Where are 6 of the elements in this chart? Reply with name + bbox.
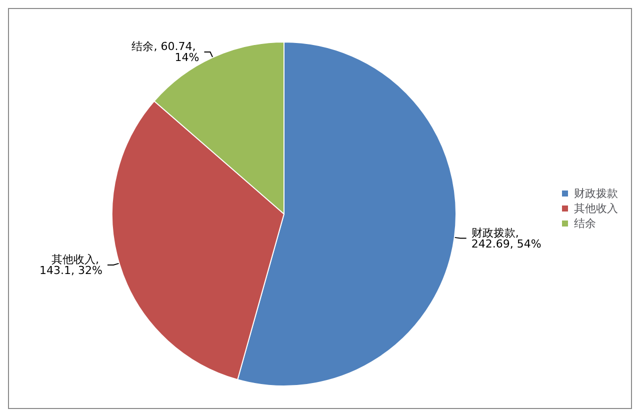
data-label: 结余, 60.74, 14% [132, 40, 200, 64]
legend-label: 其他收入 [574, 202, 618, 215]
legend-label: 财政拨款 [574, 187, 618, 200]
data-label: 财政拨款, 242.69, 54% [471, 226, 542, 250]
data-label: 其他收入, 143.1, 32% [40, 253, 102, 278]
legend-label: 结余 [574, 217, 596, 230]
